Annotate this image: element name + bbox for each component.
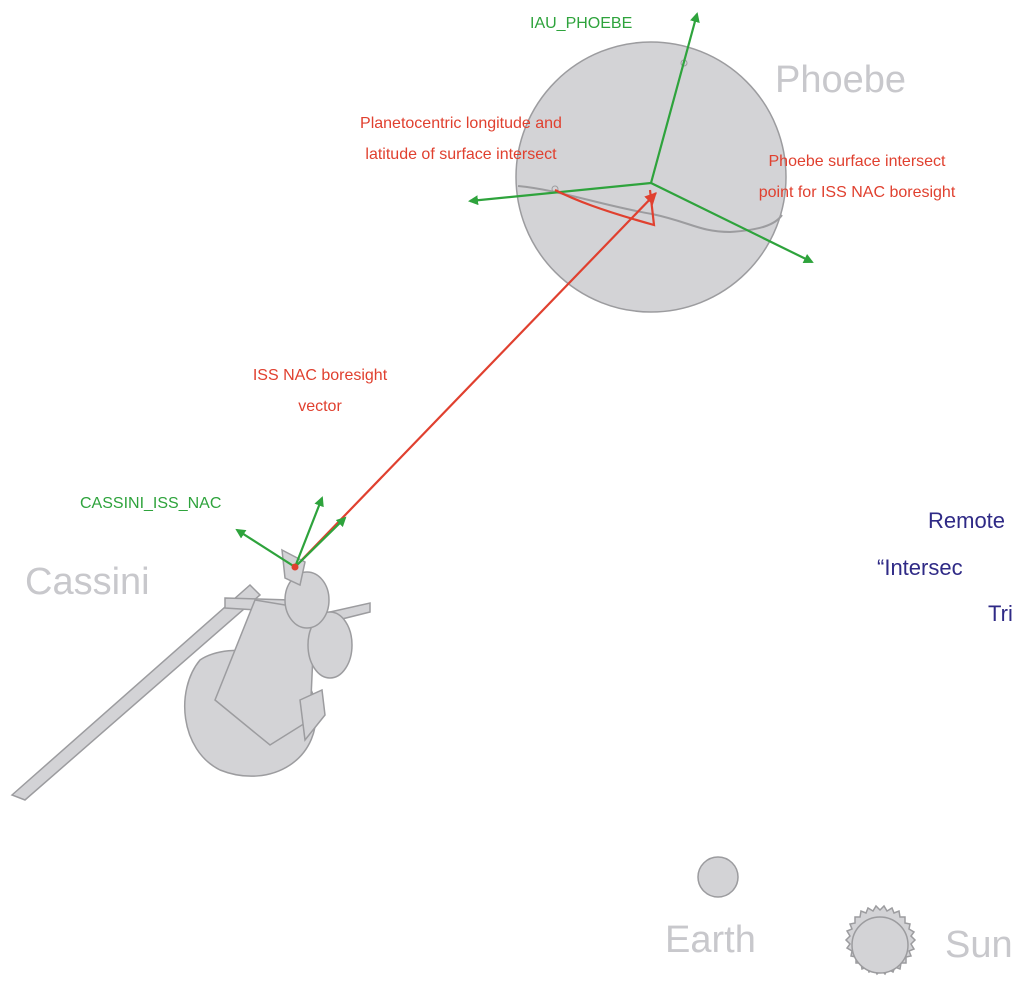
earth-body xyxy=(697,856,739,898)
sun-body xyxy=(851,916,909,974)
lat-lon-arc xyxy=(554,189,656,227)
annotation: vector xyxy=(298,398,342,415)
frame-label: CASSINI_ISS_NAC xyxy=(80,495,221,512)
body-label: Cassini xyxy=(25,561,150,603)
origin xyxy=(291,563,299,571)
cassini-axis xyxy=(293,496,324,568)
phoebe-equator xyxy=(517,185,783,234)
boresight-vector xyxy=(294,192,657,568)
title-line: “Intersec xyxy=(877,555,963,580)
phoebe-body xyxy=(515,41,787,313)
annotation: Planetocentric longitude and xyxy=(360,115,562,132)
title-line: Tri xyxy=(988,601,1013,626)
annotation: Phoebe surface intersect xyxy=(769,153,947,170)
cassini-axis xyxy=(235,528,296,568)
phoebe-axis xyxy=(650,182,814,263)
frame-label: IAU_PHOEBE xyxy=(530,15,632,32)
top xyxy=(284,571,330,629)
part xyxy=(299,688,326,742)
tank xyxy=(307,611,353,679)
title-line: Remote xyxy=(928,508,1005,533)
annotation: latitude of surface intersect xyxy=(365,146,557,163)
phoebe-axis xyxy=(649,12,700,184)
cassini-axis xyxy=(294,516,347,568)
annotation: ISS NAC boresight xyxy=(253,367,388,384)
annotation: point for ISS NAC boresight xyxy=(759,184,956,201)
body-label: Earth xyxy=(665,919,756,961)
cassini-spacecraft xyxy=(10,548,371,801)
body-label: Phoebe xyxy=(775,59,906,101)
body-label: Sun xyxy=(945,924,1013,966)
boom xyxy=(10,583,262,801)
